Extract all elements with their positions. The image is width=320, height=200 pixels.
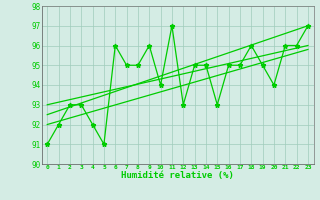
- X-axis label: Humidité relative (%): Humidité relative (%): [121, 171, 234, 180]
